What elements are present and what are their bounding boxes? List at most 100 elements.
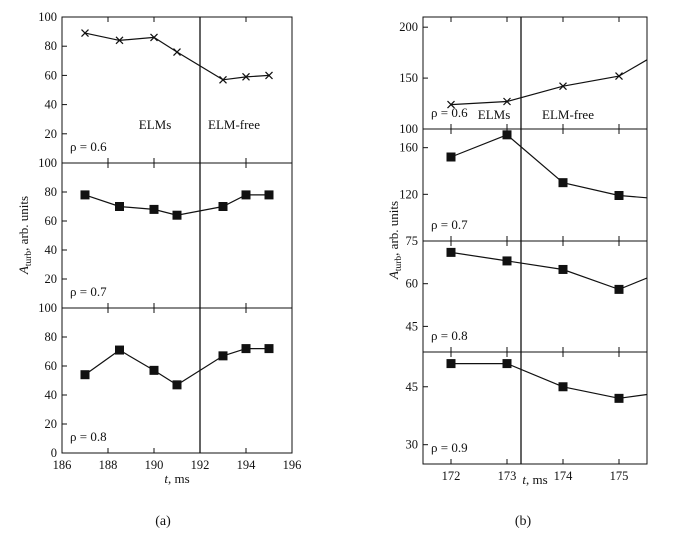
- x-marker: [242, 72, 250, 81]
- y-tick-label: 40: [45, 243, 58, 257]
- y-tick-label: 45: [406, 319, 419, 333]
- rho-label: ρ = 0.6: [70, 139, 107, 154]
- x-marker: [150, 33, 158, 42]
- square-marker: [241, 344, 251, 354]
- square-marker: [614, 284, 624, 294]
- square-marker: [80, 370, 90, 380]
- y-tick-label: 100: [38, 156, 57, 170]
- square-marker: [172, 380, 182, 390]
- region-label-elm-free: ELM-free: [542, 107, 594, 122]
- square-marker: [502, 359, 512, 369]
- x-axis-label: t, ms: [164, 471, 189, 486]
- panel-frame: [61, 307, 293, 454]
- x-tick-label: 188: [99, 458, 118, 472]
- square-marker: [218, 202, 228, 211]
- y-tick-label: 150: [399, 71, 418, 85]
- rho-label: ρ = 0.8: [431, 328, 468, 343]
- x-tick-label: 174: [554, 469, 574, 483]
- x-marker-stroke: [265, 71, 273, 80]
- x-marker-stroke: [503, 97, 511, 106]
- square-marker: [502, 130, 512, 140]
- y-tick-label: 20: [45, 272, 58, 286]
- y-tick-label: 200: [399, 20, 418, 34]
- rho-label: ρ = 0.7: [431, 217, 468, 232]
- x-axis-label: t, ms: [522, 472, 547, 487]
- y-tick-label: 0: [51, 446, 57, 460]
- panel-1: 20 40 60 80 100 ρ = 0.6: [38, 10, 293, 164]
- square-marker: [614, 191, 624, 200]
- y-tick-label: 100: [38, 10, 57, 24]
- y-tick-label: 20: [45, 127, 58, 141]
- y-tick-label: 20: [45, 417, 58, 431]
- square-marker: [218, 351, 228, 361]
- series-line: [450, 59, 647, 106]
- square-marker: [502, 256, 512, 266]
- series-line: [450, 134, 647, 199]
- y-tick-label: 80: [45, 39, 58, 53]
- square-marker: [241, 190, 251, 200]
- x-marker-stroke: [242, 72, 250, 81]
- square-marker: [172, 210, 182, 220]
- square-marker: [115, 202, 124, 211]
- chart-a: 20 40 60 80 100 ρ = 0.6 20 40 60 80 100 ρ = 0.7 0 20 4…: [16, 10, 301, 529]
- panel-4: 30 45 ρ = 0.9: [406, 351, 648, 465]
- y-tick-label: 120: [399, 187, 418, 201]
- y-tick-label: 40: [45, 388, 58, 402]
- x-marker-stroke: [173, 48, 181, 56]
- x-tick-label: 175: [610, 469, 629, 483]
- x-tick-label: 173: [498, 469, 517, 483]
- panel-2: 20 40 60 80 100 ρ = 0.7: [38, 156, 293, 309]
- y-tick-label: 160: [399, 141, 418, 155]
- y-axis-label: Aturb, arb. units: [386, 201, 404, 280]
- series-line: [450, 251, 647, 291]
- square-marker: [149, 204, 159, 214]
- x-tick-label: 192: [191, 458, 210, 472]
- x-tick-label: 190: [145, 458, 164, 472]
- square-marker: [115, 345, 124, 355]
- square-marker: [558, 264, 568, 274]
- square-marker: [446, 359, 456, 369]
- region-label-elm-free: ELM-free: [208, 117, 260, 132]
- square-marker: [446, 247, 456, 257]
- y-tick-label: 60: [45, 214, 58, 228]
- y-axis-label: Aturb, arb. units: [16, 196, 34, 275]
- series-line: [84, 348, 269, 386]
- y-tick-label: 100: [399, 122, 418, 136]
- x-marker-stroke: [115, 36, 124, 45]
- x-marker-stroke: [219, 75, 227, 84]
- y-tick-label: 30: [406, 438, 419, 452]
- series-line: [84, 32, 270, 81]
- x-marker: [559, 82, 567, 91]
- y-tick-label: 60: [45, 68, 58, 82]
- square-marker: [80, 190, 90, 200]
- square-marker: [558, 178, 568, 188]
- x-marker: [615, 72, 623, 80]
- y-tick-label: 40: [45, 98, 58, 112]
- x-marker-stroke: [447, 100, 455, 109]
- figure-caption: (b): [515, 514, 532, 529]
- square-marker: [264, 344, 274, 354]
- y-tick-label: 100: [38, 301, 57, 315]
- y-tick-label: 80: [45, 185, 58, 199]
- panel-frame: [422, 351, 648, 465]
- x-tick-label: 172: [442, 469, 461, 483]
- square-marker: [149, 365, 159, 375]
- square-marker: [558, 382, 568, 392]
- x-marker: [173, 48, 181, 56]
- x-tick-label: 196: [283, 458, 302, 472]
- panel-2: 120 160 ρ = 0.7: [399, 128, 648, 242]
- x-marker-stroke: [559, 82, 567, 91]
- x-tick-label: 186: [53, 458, 72, 472]
- x-marker: [81, 29, 89, 37]
- x-marker-stroke: [150, 33, 158, 42]
- x-marker: [447, 100, 455, 109]
- rho-label: ρ = 0.9: [431, 440, 468, 455]
- x-marker-stroke: [615, 72, 623, 80]
- region-label-elms: ELMs: [139, 117, 172, 132]
- panel-3: 45 60 75 ρ = 0.8: [406, 234, 648, 353]
- square-marker: [446, 152, 456, 162]
- y-tick-label: 60: [45, 359, 58, 373]
- x-tick-label: 194: [237, 458, 257, 472]
- x-marker: [115, 36, 124, 45]
